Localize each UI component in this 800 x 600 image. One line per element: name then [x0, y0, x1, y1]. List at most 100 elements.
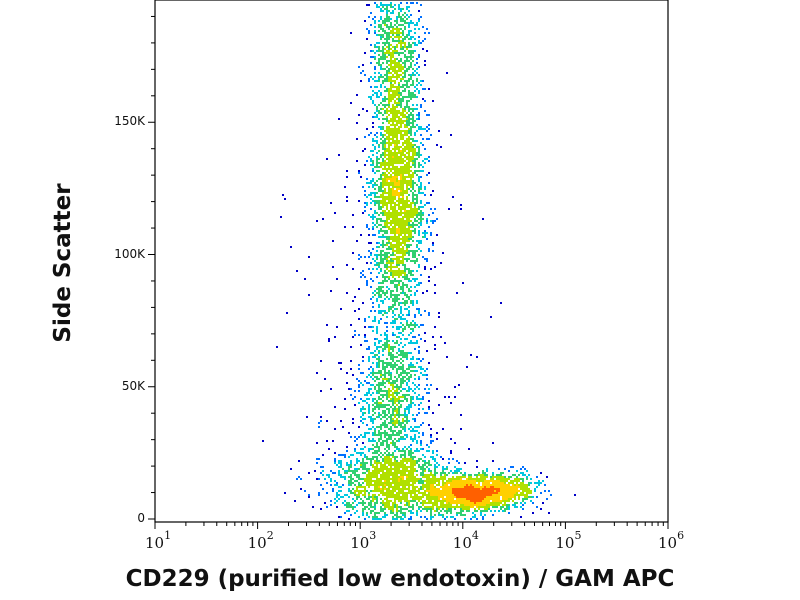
event-dot [376, 364, 378, 366]
event-dot [386, 88, 388, 90]
event-dot [350, 394, 352, 396]
event-dot [366, 470, 368, 472]
event-dot [398, 430, 400, 432]
event-dot [408, 268, 410, 270]
event-dot [404, 208, 406, 210]
event-dot [376, 478, 378, 480]
event-dot [412, 456, 414, 458]
event-dot [384, 182, 386, 184]
event-dot [412, 144, 414, 146]
event-dot [398, 408, 400, 410]
event-dot [420, 498, 422, 500]
event-dot [390, 258, 392, 260]
event-dot [390, 510, 392, 512]
event-dot [340, 368, 342, 370]
event-dot [412, 370, 414, 372]
event-dot [352, 454, 354, 456]
event-dot [390, 296, 392, 298]
event-dot [382, 196, 384, 198]
event-dot [378, 306, 380, 308]
event-dot [468, 486, 470, 488]
event-dot [386, 236, 388, 238]
event-dot [384, 256, 386, 258]
event-dot [384, 38, 386, 40]
event-dot [522, 494, 524, 496]
event-dot [460, 504, 462, 506]
event-dot [390, 214, 392, 216]
event-dot [390, 170, 392, 172]
event-dot [432, 482, 434, 484]
event-dot [466, 490, 468, 492]
event-dot [378, 512, 380, 514]
event-dot [414, 250, 416, 252]
event-dot [386, 280, 388, 282]
event-dot [490, 478, 492, 480]
event-dot [458, 468, 460, 470]
event-dot [398, 128, 400, 130]
event-dot [404, 190, 406, 192]
event-dot [356, 378, 358, 380]
event-dot [434, 466, 436, 468]
event-dot [430, 440, 432, 442]
event-dot [426, 258, 428, 260]
event-dot [466, 494, 468, 496]
event-dot [486, 506, 488, 508]
event-dot [366, 196, 368, 198]
event-dot [414, 490, 416, 492]
event-dot [396, 246, 398, 248]
event-dot [404, 150, 406, 152]
event-dot [376, 254, 378, 256]
event-dot [392, 156, 394, 158]
event-dot [400, 202, 402, 204]
event-dot [394, 496, 396, 498]
event-dot [392, 482, 394, 484]
event-dot [448, 492, 450, 494]
event-dot [380, 372, 382, 374]
event-dot [402, 448, 404, 450]
event-dot [396, 204, 398, 206]
event-dot [376, 444, 378, 446]
event-dot [396, 210, 398, 212]
event-dot [398, 28, 400, 30]
event-dot [380, 398, 382, 400]
event-dot [422, 26, 424, 28]
event-dot [494, 486, 496, 488]
event-dot [360, 492, 362, 494]
event-dot [424, 484, 426, 486]
event-dot [402, 108, 404, 110]
event-dot [378, 110, 380, 112]
event-dot [390, 382, 392, 384]
event-dot [460, 468, 462, 470]
event-dot [454, 494, 456, 496]
event-dot [398, 182, 400, 184]
event-dot [394, 422, 396, 424]
event-dot [412, 124, 414, 126]
event-dot [452, 484, 454, 486]
event-dot [458, 476, 460, 478]
event-dot [426, 384, 428, 386]
event-dot [384, 74, 386, 76]
event-dot [402, 52, 404, 54]
event-dot [368, 80, 370, 82]
event-dot [380, 484, 382, 486]
event-dot [420, 104, 422, 106]
event-dot [412, 230, 414, 232]
event-dot [456, 478, 458, 480]
event-dot [468, 504, 470, 506]
event-dot [364, 74, 366, 76]
event-dot [382, 134, 384, 136]
event-dot [298, 460, 300, 462]
event-dot [390, 290, 392, 292]
event-dot [412, 110, 414, 112]
event-dot [406, 286, 408, 288]
event-dot [396, 148, 398, 150]
event-dot [368, 438, 370, 440]
event-dot [506, 480, 508, 482]
event-dot [498, 488, 500, 490]
event-dot [398, 148, 400, 150]
event-dot [446, 500, 448, 502]
event-dot [382, 146, 384, 148]
event-dot [492, 514, 494, 516]
event-dot [472, 484, 474, 486]
event-dot [392, 212, 394, 214]
